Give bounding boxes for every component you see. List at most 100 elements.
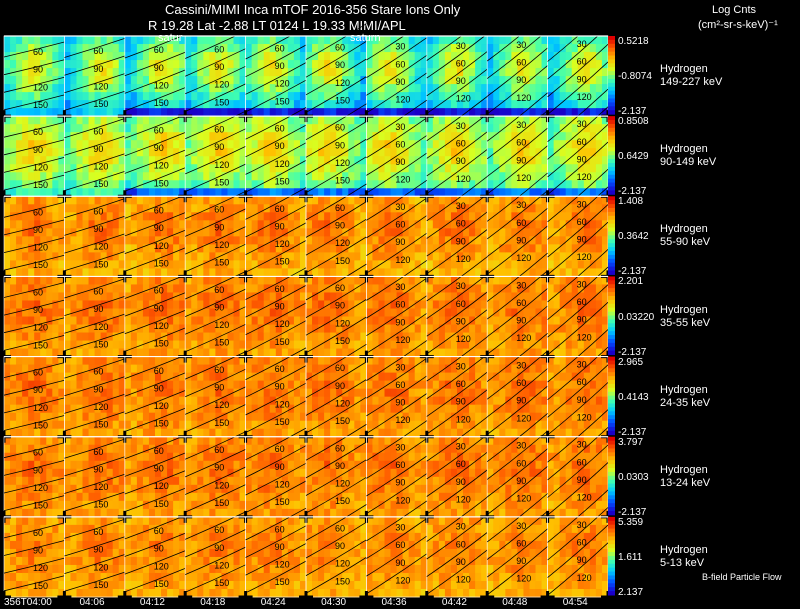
- heatmap-pixel: [354, 236, 361, 245]
- heatmap-pixel: [40, 60, 47, 69]
- heatmap-pixel: [118, 412, 126, 422]
- heatmap-pixel: [414, 100, 422, 109]
- heatmap-pixel: [209, 108, 216, 117]
- heatmap-pixel: [4, 260, 11, 269]
- heatmap-pixel: [185, 412, 192, 422]
- heatmap-pixel: [390, 404, 397, 414]
- heatmap-pixel: [28, 292, 35, 301]
- heatmap-pixel: [493, 388, 500, 398]
- heatmap-pixel: [34, 100, 41, 109]
- heatmap-pixel: [16, 276, 23, 285]
- heatmap-pixel: [541, 220, 548, 229]
- heatmap-pixel: [209, 116, 216, 125]
- heatmap-pixel: [197, 52, 204, 61]
- heatmap-pixel: [601, 284, 609, 293]
- heatmap-pixel: [118, 196, 126, 205]
- heatmap-pixel: [378, 60, 385, 69]
- heatmap-pixel: [402, 100, 410, 109]
- heatmap-pixel: [209, 372, 216, 382]
- heatmap-pixel: [571, 404, 579, 414]
- heatmap-pixel: [58, 220, 65, 229]
- heatmap-pixel: [390, 60, 397, 69]
- heatmap-pixel: [318, 76, 325, 85]
- heatmap-pixel: [94, 148, 102, 157]
- heatmap-pixel: [257, 124, 265, 133]
- heatmap-pixel: [378, 108, 385, 117]
- heatmap-pixel: [118, 284, 126, 293]
- heatmap-pixel: [535, 180, 542, 189]
- heatmap-pixel: [76, 212, 83, 221]
- heatmap-pixel: [541, 236, 548, 245]
- heatmap-pixel: [22, 212, 29, 221]
- heatmap-pixel: [529, 148, 536, 157]
- heatmap-pixel: [487, 364, 494, 373]
- heatmap-pixel: [76, 380, 83, 390]
- heatmap-pixel: [571, 124, 579, 133]
- heatmap-pixel: [58, 356, 65, 365]
- heatmap-pixel: [263, 132, 271, 141]
- heatmap-pixel: [414, 156, 422, 165]
- heatmap-pixel: [559, 52, 567, 61]
- heatmap-pixel: [287, 276, 295, 285]
- heatmap-pixel: [475, 396, 482, 406]
- heatmap-pixel: [173, 68, 180, 77]
- heatmap-pixel: [16, 316, 23, 325]
- heatmap-pixel: [112, 284, 120, 293]
- heatmap-pixel: [517, 292, 524, 301]
- heatmap-pixel: [70, 428, 77, 438]
- heatmap-pixel: [245, 300, 253, 309]
- heatmap-pixel: [148, 76, 156, 85]
- heatmap-pixel: [577, 316, 585, 325]
- heatmap-pixel: [299, 428, 307, 438]
- heatmap-pixel: [173, 260, 180, 269]
- heatmap-pixel: [330, 284, 337, 293]
- heatmap-pixel: [589, 92, 597, 101]
- heatmap-pixel: [348, 332, 355, 341]
- heatmap-pixel: [529, 308, 536, 317]
- heatmap-pixel: [487, 316, 494, 325]
- heatmap-pixel: [414, 148, 422, 157]
- heatmap-pixel: [100, 44, 108, 53]
- heatmap-pixel: [384, 268, 391, 277]
- heatmap-pixel: [571, 412, 579, 422]
- heatmap-pixel: [106, 100, 114, 109]
- heatmap-pixel: [463, 164, 470, 173]
- heatmap-pixel: [354, 372, 361, 382]
- heatmap-pixel: [529, 108, 536, 117]
- heatmap-pixel: [348, 428, 355, 438]
- heatmap-pixel: [348, 164, 355, 173]
- heatmap-pixel: [197, 404, 204, 414]
- heatmap-pixel: [10, 164, 17, 173]
- heatmap-pixel: [167, 356, 174, 365]
- heatmap-pixel: [197, 76, 204, 85]
- heatmap-pixel: [58, 388, 65, 398]
- heatmap-pixel: [197, 260, 204, 269]
- heatmap-pixel: [583, 124, 591, 133]
- heatmap-pixel: [420, 308, 428, 317]
- heatmap-pixel: [4, 76, 11, 85]
- heatmap-pixel: [475, 380, 482, 390]
- heatmap-pixel: [124, 420, 132, 430]
- heatmap-pixel: [281, 428, 289, 438]
- heatmap-pixel: [481, 148, 488, 157]
- heatmap-pixel: [348, 204, 355, 213]
- heatmap-pixel: [390, 340, 397, 349]
- heatmap-pixel: [269, 340, 277, 349]
- heatmap-pixel: [475, 116, 482, 125]
- heatmap-pixel: [583, 276, 591, 285]
- heatmap-pixel: [10, 340, 17, 349]
- heatmap-pixel: [185, 356, 192, 365]
- heatmap-pixel: [245, 124, 253, 133]
- heatmap-pixel: [577, 252, 585, 261]
- heatmap-pixel: [227, 364, 234, 373]
- heatmap-pixel: [203, 292, 210, 301]
- heatmap-pixel: [330, 132, 337, 141]
- heatmap-pixel: [481, 316, 488, 325]
- heatmap-pixel: [457, 276, 464, 285]
- heatmap-pixel: [52, 364, 59, 373]
- heatmap-pixel: [22, 300, 29, 309]
- heatmap-pixel: [179, 308, 186, 317]
- heatmap-pixel: [523, 420, 530, 430]
- heatmap-pixel: [70, 84, 77, 93]
- heatmap-pixel: [493, 316, 500, 325]
